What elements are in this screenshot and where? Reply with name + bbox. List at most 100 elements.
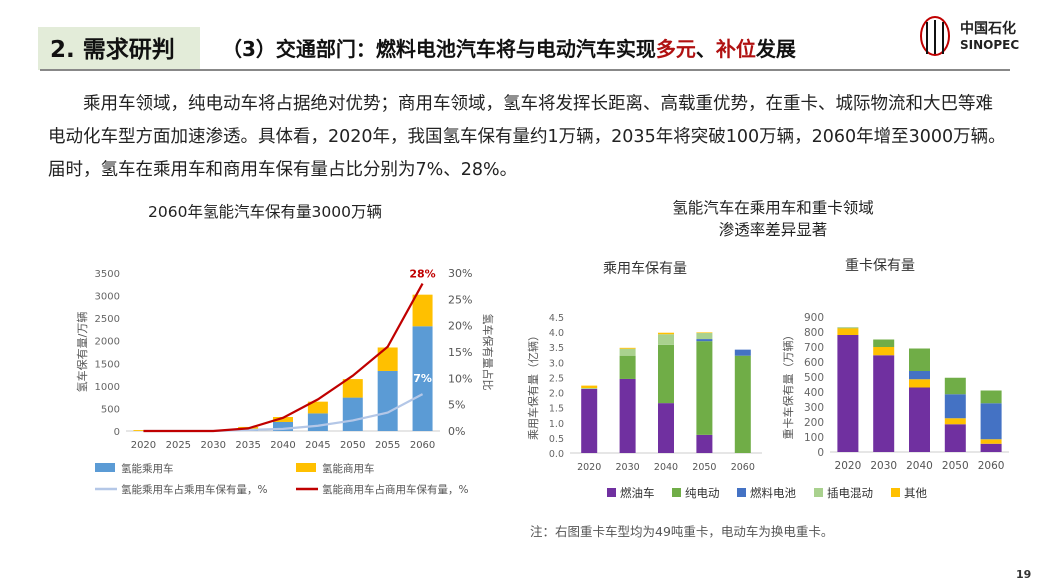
y-tick-label: 1.0 [549,419,564,430]
sinopec-emblem-icon [920,16,950,56]
y-axis-label: 乘用车保有量（亿辆） [526,330,540,440]
y-tick-label: 1000 [95,382,120,393]
bar-其他 [980,439,1002,444]
line-commercial [143,283,424,433]
y-tick-label: 0.0 [549,449,564,460]
y-tick-label: 3.0 [549,358,564,369]
y-tick-label: 4.0 [549,328,564,339]
y-tick-label: 3.5 [549,343,564,354]
bar-插电混动 [619,348,636,356]
logo-en: SINOPEC [960,38,1020,52]
bar-其他 [619,347,636,349]
chart-title: 乘用车保有量 [603,260,687,277]
bar-纯电动 [873,339,895,347]
y-tick-label: 800 [804,327,824,339]
y-tick-label: 2.5 [549,373,564,384]
bar-氢能商用车 [307,401,328,414]
y-tick-label: 2500 [95,314,120,325]
bar-燃油车 [909,387,930,452]
bar-其他 [581,385,598,389]
x-tick-label: 2050 [340,440,365,451]
bar-燃料电池 [696,339,713,342]
y2-tick-label: 30% [448,267,472,280]
page-title: （3）交通部门：燃料电池汽车将与电动汽车实现多元、补位发展 [222,33,796,62]
y-tick-label: 900 [804,312,824,324]
bar-其他 [658,332,674,335]
bar-纯电动 [909,348,930,371]
bar-插电混动 [658,334,674,345]
legend-swatch [737,488,746,497]
bar-燃油车 [873,355,895,452]
bar-其他 [696,332,713,334]
bar-插电混动 [581,388,598,389]
y-tick-label: 1500 [95,359,120,370]
data-label: 7% [413,372,432,385]
x-tick-label: 2020 [131,440,156,451]
legend-label: 燃油车 [620,486,655,500]
page-number: 19 [1016,568,1032,581]
y-tick-label: 100 [804,432,824,444]
x-tick-label: 2060 [410,440,435,451]
title-line: 氢能汽车在乘用车和重卡领域 [672,199,874,217]
y-tick-label: 0.5 [549,434,564,445]
bar-纯电动 [696,341,713,435]
x-tick-label: 2030 [870,460,897,472]
legend-label: 燃料电池 [750,486,796,500]
bar-燃油车 [581,388,598,453]
legend-swatch [95,463,115,472]
bar-燃油车 [658,403,674,453]
y-tick-label: 200 [804,417,824,429]
y-tick-label: 1.5 [549,404,564,415]
bar-纯电动 [944,377,966,395]
legend-label: 其他 [904,486,927,500]
bar-纯电动 [837,327,859,329]
legend-label: 插电混动 [827,486,873,500]
x-tick-label: 2050 [692,462,716,473]
y-tick-label: 700 [804,342,824,354]
y2-tick-label: 0% [448,425,465,438]
bar-燃油车 [944,424,966,452]
x-tick-label: 2020 [835,460,862,472]
right-chart-title: 氢能汽车在乘用车和重卡领域 渗透率差异显著 [600,197,946,241]
legend-swatch [891,488,900,497]
y-tick-label: 3500 [95,269,120,280]
y2-tick-label: 20% [448,320,472,333]
y2-axis-label: 氢车保有量占比 [481,314,495,391]
legend-swatch [607,488,616,497]
bar-氢能商用车 [412,294,433,327]
bar-氢能乘用车 [377,370,398,431]
bar-其他 [873,347,895,356]
bar-纯电动 [658,344,674,404]
y-tick-label: 2.0 [549,389,564,400]
section-label: 2. 需求研判 [38,27,200,70]
bar-氢能商用车 [342,379,363,398]
x-tick-label: 2055 [375,440,400,451]
bar-燃油车 [619,378,636,453]
x-tick-label: 2045 [305,440,330,451]
y-tick-label: 2000 [95,337,120,348]
bar-燃油车 [837,335,859,452]
title-highlight: 补位 [715,37,756,61]
bar-燃油车 [696,434,713,453]
x-tick-label: 2060 [978,460,1005,472]
legend-label: 氢能商用车占商用车保有量，% [322,483,468,496]
bar-氢能商用车 [377,347,398,371]
x-tick-label: 2030 [200,440,225,451]
bar-插电混动 [696,333,713,340]
bar-燃料电池 [980,403,1002,440]
bar-燃料电池 [944,394,966,419]
y-tick-label: 500 [804,372,824,384]
header-divider [40,69,1010,71]
title-part: 发展 [755,37,796,61]
bar-燃油车 [980,443,1002,452]
sinopec-logo: 中国石化 SINOPEC [915,14,1035,58]
bar-燃料电池 [909,371,930,380]
title-part: （3）交通部门：燃料电池汽车将与电动汽车实现 [222,37,656,61]
legend-label: 氢能乘用车 [121,462,174,475]
bar-其他 [909,379,930,388]
bar-燃料电池 [734,349,751,356]
x-tick-label: 2040 [906,460,933,472]
y2-tick-label: 5% [448,399,465,412]
chart-title: 重卡保有量 [845,258,915,274]
